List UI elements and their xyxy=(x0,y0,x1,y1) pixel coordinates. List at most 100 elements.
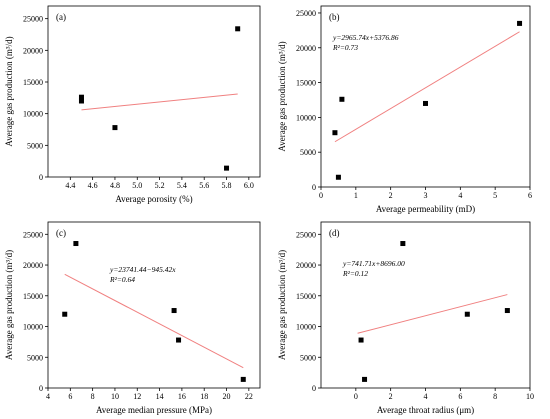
fit-equation: y=741.71x+8696.00 xyxy=(342,259,405,268)
y-tick-label: 20000 xyxy=(23,261,43,270)
y-tick-label: 10000 xyxy=(296,113,316,122)
plot-frame xyxy=(320,221,531,389)
x-tick-label: 4 xyxy=(46,392,50,401)
y-tick-label: 5000 xyxy=(300,353,316,362)
data-point xyxy=(176,337,182,343)
data-point xyxy=(224,165,230,171)
x-tick-label: 10 xyxy=(111,392,119,401)
y-axis-label: Average gas production (m³/d) xyxy=(4,36,14,146)
data-point xyxy=(504,308,510,314)
data-point xyxy=(358,337,364,343)
y-tick-label: 15000 xyxy=(23,78,43,87)
y-tick-label: 0 xyxy=(39,384,43,393)
fit-equation: y=23741.44−945.42x xyxy=(109,265,176,274)
y-tick-label: 0 xyxy=(39,173,43,182)
y-tick-label: 10000 xyxy=(296,323,316,332)
data-point xyxy=(78,98,84,104)
data-point xyxy=(335,174,341,180)
x-tick-label: 6 xyxy=(528,191,532,200)
fit-line xyxy=(81,93,238,111)
y-tick-label: 5000 xyxy=(27,353,43,362)
x-tick-label: 0 xyxy=(319,191,323,200)
fit-line xyxy=(357,294,508,334)
plot-frame xyxy=(47,221,261,389)
x-tick-label: 4.6 xyxy=(88,181,98,190)
y-axis-label: Average gas production (m³/d) xyxy=(4,250,14,360)
y-tick-label: 5000 xyxy=(27,141,43,150)
x-tick-label: 16 xyxy=(178,392,186,401)
fit-equation: y=2965.74x+5376.86 xyxy=(332,33,399,42)
x-tick-label: 3 xyxy=(424,191,428,200)
y-tick-label: 25000 xyxy=(296,230,316,239)
fit-line xyxy=(64,273,244,369)
x-axis-label: Average permeability (mD) xyxy=(376,204,475,214)
x-tick-label: 5.6 xyxy=(199,181,209,190)
data-point xyxy=(73,241,79,247)
r-squared: R²=0.73 xyxy=(332,43,358,52)
y-tick-label: 0 xyxy=(312,183,316,192)
x-tick-label: 10 xyxy=(526,392,534,401)
panel-label: (c) xyxy=(56,228,66,238)
x-tick-label: 8 xyxy=(493,392,497,401)
y-tick-label: 20000 xyxy=(23,46,43,55)
x-tick-label: 5.8 xyxy=(222,181,232,190)
chart-panel-3: 4 6 8 10 12 14 16 18 20 22 0 5000 10000 15000 20000 250… xyxy=(4,221,261,415)
chart-panel-4: 0 2 4 6 8 10 0 5000 10000 15000 20000 25000 (d) y=741… xyxy=(277,221,534,415)
data-point xyxy=(423,100,428,106)
x-tick-label: 2 xyxy=(389,191,393,200)
data-point xyxy=(112,125,118,131)
x-tick-label: 6.0 xyxy=(244,181,254,190)
x-axis-label: Average porosity (%) xyxy=(115,194,192,204)
data-point xyxy=(240,376,246,382)
x-tick-label: 5 xyxy=(493,191,497,200)
data-point xyxy=(339,96,345,102)
x-axis-label: Average median pressure (MPa) xyxy=(96,405,212,415)
y-axis-label: Average gas production (m³/d) xyxy=(277,41,287,151)
y-tick-label: 15000 xyxy=(296,79,316,88)
x-tick-label: 8 xyxy=(91,392,95,401)
x-tick-label: 4.8 xyxy=(110,181,120,190)
r-squared: R²=0.64 xyxy=(109,275,135,284)
y-tick-label: 15000 xyxy=(23,292,43,301)
y-tick-label: 10000 xyxy=(23,323,43,332)
y-tick-label: 0 xyxy=(312,384,316,393)
x-tick-label: 5.2 xyxy=(155,181,165,190)
y-tick-label: 25000 xyxy=(23,15,43,24)
data-point xyxy=(362,376,368,382)
y-tick-label: 15000 xyxy=(296,292,316,301)
data-point xyxy=(171,308,177,314)
chart-panel-2: 0 1 2 3 4 5 6 0 5000 10000 15000 20000 25000 (b) y=296… xyxy=(277,5,532,214)
data-point xyxy=(332,130,338,136)
y-axis-label: Average gas production (m³/d) xyxy=(277,250,287,360)
chart-panel-1: 4.4 4.6 4.8 5.0 5.2 5.4 5.6 5.8 6.0 0 5000 10000 150… xyxy=(4,5,261,204)
x-tick-label: 1 xyxy=(354,191,358,200)
x-tick-label: 4 xyxy=(458,191,462,200)
data-point xyxy=(400,241,406,247)
x-tick-label: 5.4 xyxy=(177,181,187,190)
x-tick-label: 6 xyxy=(68,392,72,401)
y-tick-label: 20000 xyxy=(296,261,316,270)
data-point xyxy=(235,26,241,32)
x-tick-label: 18 xyxy=(200,392,208,401)
r-squared: R²=0.12 xyxy=(342,269,368,278)
x-tick-label: 0 xyxy=(354,392,358,401)
x-tick-label: 4 xyxy=(424,392,428,401)
x-tick-label: 2 xyxy=(389,392,393,401)
panel-label: (a) xyxy=(56,12,66,22)
panel-label: (d) xyxy=(329,228,340,238)
y-tick-label: 20000 xyxy=(296,44,316,53)
data-point xyxy=(62,311,68,317)
x-tick-label: 22 xyxy=(245,392,253,401)
x-tick-label: 5.0 xyxy=(132,181,142,190)
x-tick-label: 4.4 xyxy=(65,181,75,190)
panel-label: (b) xyxy=(329,12,340,22)
fit-line xyxy=(334,31,520,143)
x-axis-label: Average throat radius (μm) xyxy=(377,405,474,415)
x-tick-label: 6 xyxy=(458,392,462,401)
y-tick-label: 10000 xyxy=(23,110,43,119)
x-tick-label: 14 xyxy=(156,392,164,401)
y-tick-label: 25000 xyxy=(296,9,316,18)
data-point xyxy=(517,20,523,26)
plot-frame xyxy=(47,5,261,178)
data-point xyxy=(78,94,84,100)
